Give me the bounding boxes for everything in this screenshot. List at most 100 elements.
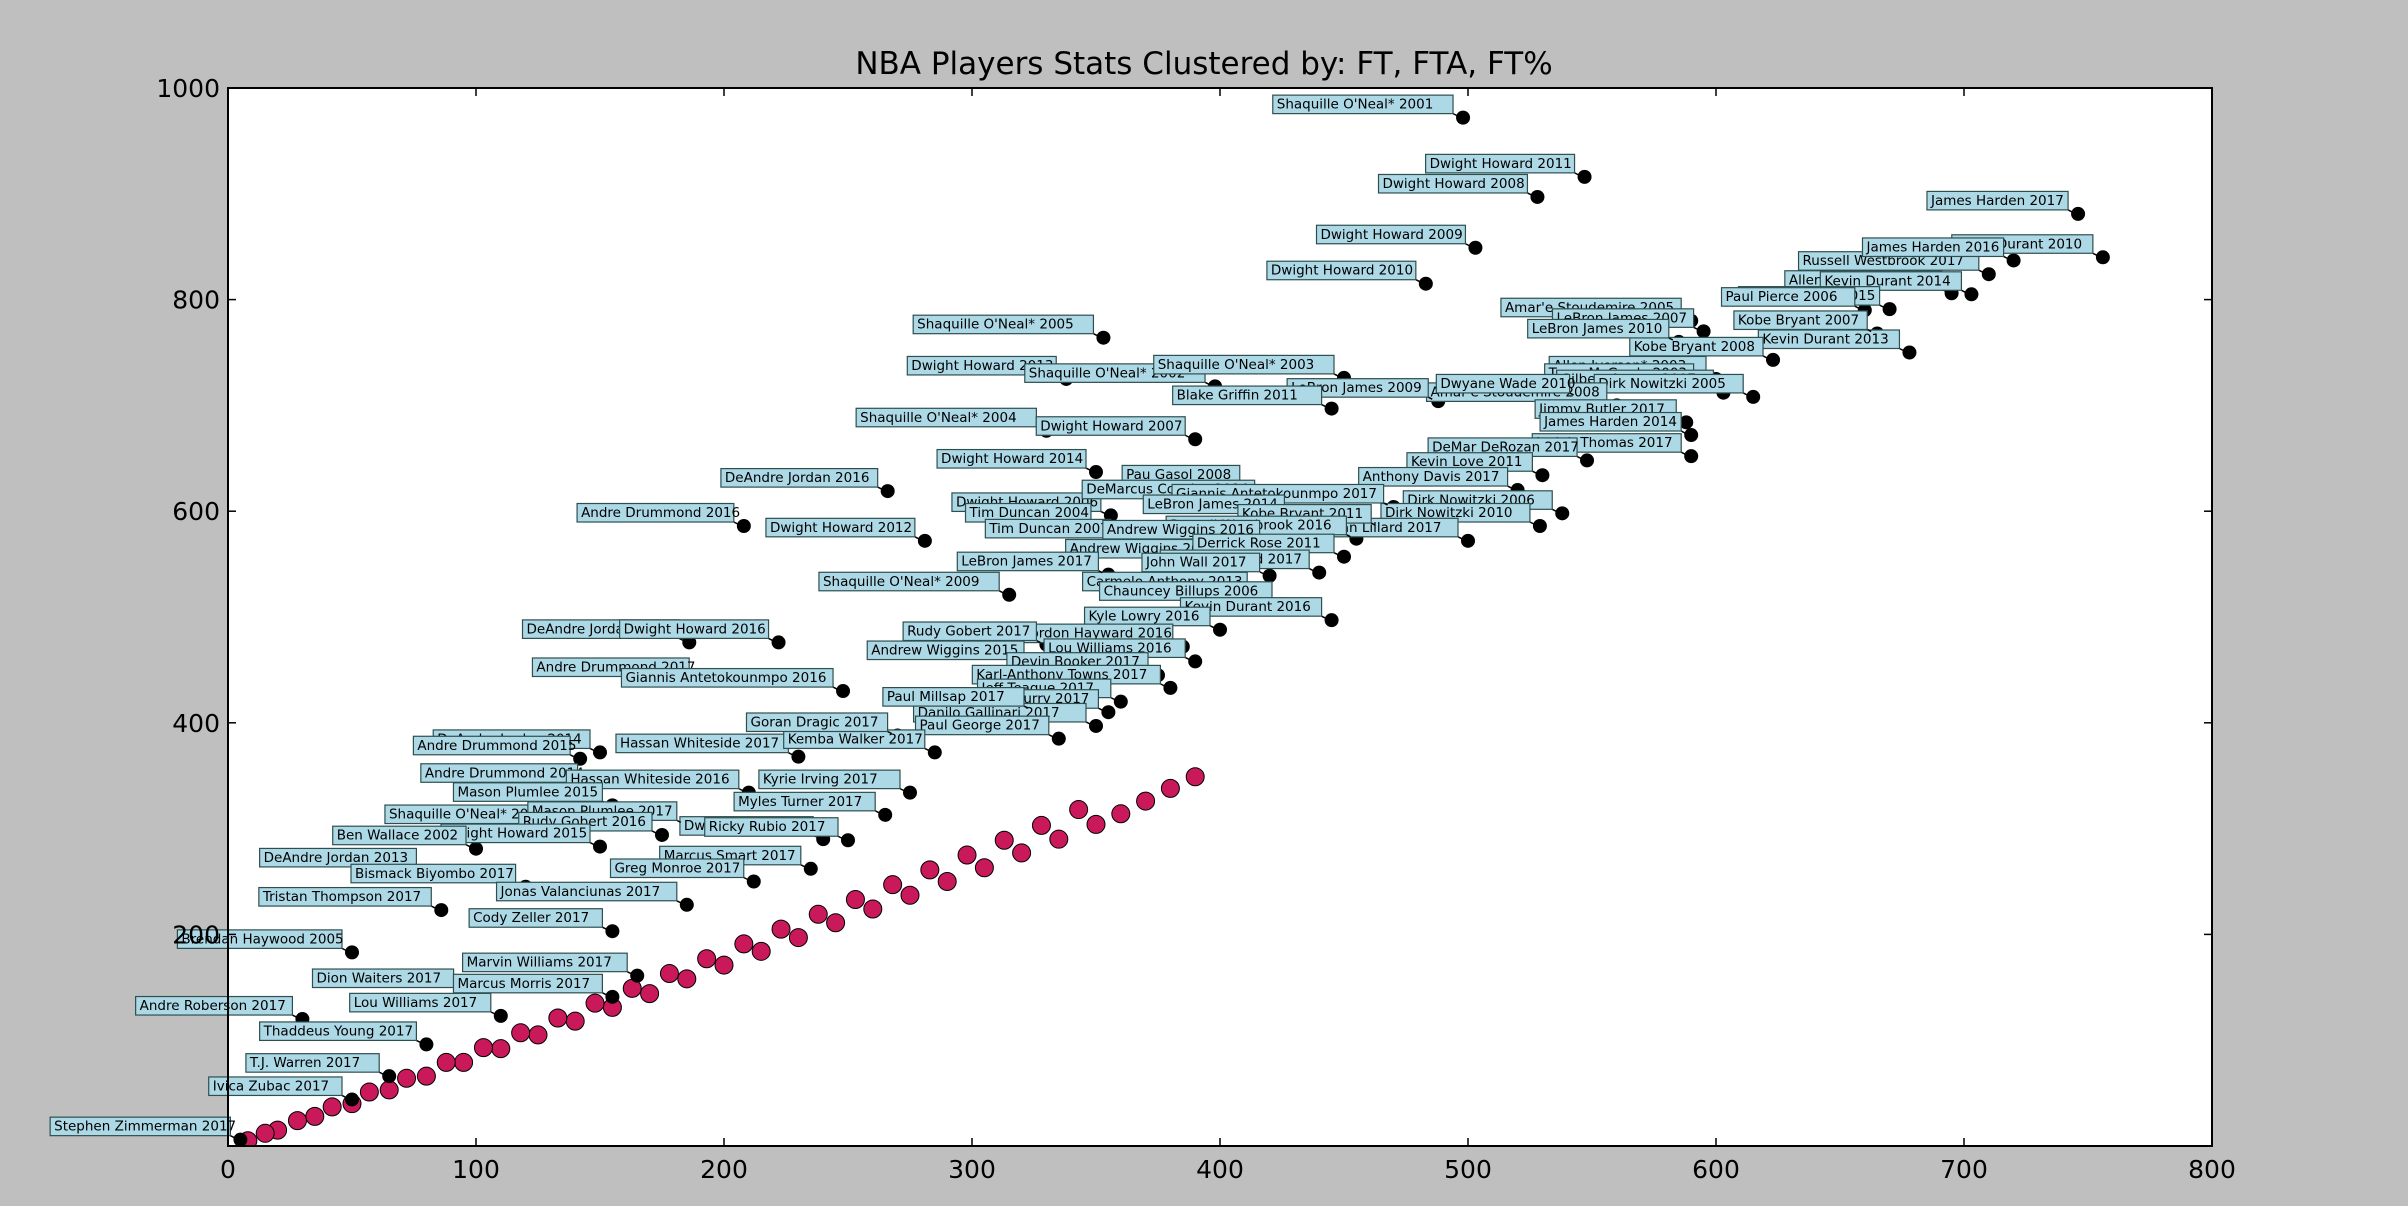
data-point-labeled [841, 833, 855, 848]
data-point-labeled [791, 749, 806, 764]
data-point-cluster-dense [845, 889, 865, 909]
annotation-arrow [1110, 696, 1116, 701]
annotation-label: T.J. Warren 2017 [249, 1055, 360, 1071]
annotation-box [1358, 466, 1509, 487]
annotation-box [609, 858, 745, 879]
annotation-arrow [743, 876, 749, 881]
annotation-label: Kevin Love 2011 [1411, 454, 1523, 470]
data-point-cluster-dense [305, 1106, 325, 1126]
annotation-label: Rudy Gobert 2017 [907, 624, 1030, 640]
data-point-cluster-dense [900, 885, 920, 905]
annotation-label: Dwight Howard 2013 [911, 358, 1053, 374]
annotation-arrow [1879, 304, 1884, 308]
data-point-labeled [1163, 680, 1178, 695]
annotation-arrow [676, 819, 682, 824]
annotation-box [1266, 260, 1417, 281]
annotation-label: Hassan Whiteside 2017 [620, 736, 779, 752]
data-point-labeled [1324, 613, 1339, 628]
annotation-arrow [1259, 571, 1264, 575]
annotation-arrow [626, 970, 632, 975]
data-point-labeled [630, 968, 645, 983]
data-point-labeled [1530, 189, 1545, 204]
annotation-arrow [1576, 455, 1582, 460]
annotation-box [818, 571, 1000, 592]
annotation-arrow [1383, 502, 1388, 506]
annotation-box [704, 817, 839, 837]
annotation-arrow [1532, 470, 1537, 474]
data-point-labeled [1188, 654, 1203, 669]
annotation-arrow [1370, 522, 1376, 526]
annotation-arrow [1507, 485, 1512, 489]
labels-layer: Shaquille O'Neal* 2001 Dwight Howard 2011… [49, 94, 2098, 1139]
annotation-label: Shaquille O'Neal* 2004 [860, 410, 1017, 426]
data-point-cluster-dense [511, 1023, 531, 1043]
annotation-label: DeAndre Jordan 2013 [264, 850, 409, 866]
data-point-labeled [233, 1132, 248, 1146]
annotation-label: Shaquille O'Neal* 2010 [389, 807, 546, 823]
annotation-arrow [1452, 112, 1458, 117]
data-point-labeled [1468, 240, 1483, 255]
annotation-arrow [1346, 534, 1351, 538]
annotation-label: Giannis Antetokounmpo 2016 [625, 670, 826, 686]
annotation-arrow [1680, 451, 1686, 455]
annotation-arrow [569, 754, 575, 758]
data-point-cluster-dense [491, 1039, 511, 1059]
annotation-arrow [490, 1011, 496, 1015]
annotation-arrow [1465, 243, 1470, 247]
annotation-arrow [1204, 381, 1210, 386]
annotation-box [1819, 271, 1963, 291]
data-point-labeled [1964, 287, 1979, 302]
annotation-label: Ivica Zubac 2017 [213, 1078, 329, 1094]
annotation-arrow [430, 905, 436, 909]
annotation-label: Andrew Wiggins 2015 [871, 643, 1018, 659]
x-tick-label: 700 [1940, 1155, 1988, 1184]
annotation-box [495, 881, 678, 902]
data-point-labeled [655, 827, 669, 842]
annotation-box [1377, 173, 1529, 194]
annotation-label: James Harden 2016 [1865, 239, 1999, 255]
data-point-cluster-dense [528, 1025, 548, 1045]
annotation-label: Tim Duncan 2004 [969, 505, 1089, 521]
annotation-label: Dirk Nowitzki 2005 [1598, 376, 1726, 392]
annotation-label: Andre Roberson 2017 [140, 998, 286, 1014]
y-tick-label: 200 [172, 920, 220, 949]
annotation-label: Ben Wallace 2002 [337, 828, 458, 844]
data-point-cluster-dense [397, 1068, 417, 1088]
annotation-arrow [1333, 552, 1339, 556]
data-point-cluster-dense [714, 955, 734, 975]
annotation-box [258, 886, 432, 907]
annotation-label: Dwight Howard 2011 [1430, 156, 1572, 172]
data-point-labeled [1262, 568, 1277, 583]
annotation-label: Cody Zeller 2017 [473, 910, 589, 926]
annotation-label: Dwight Howard 2014 [941, 451, 1083, 467]
x-tick-label: 300 [948, 1155, 996, 1184]
data-point-cluster-dense [548, 1008, 568, 1028]
annotation-label: Chauncey Billups 2006 [1104, 583, 1259, 599]
annotation-label: Marvin Williams 2017 [467, 955, 612, 971]
data-point-cluster-dense [1086, 814, 1106, 834]
annotation-box [1315, 224, 1467, 245]
data-point-labeled [573, 751, 588, 766]
annotation-arrow [2003, 255, 2008, 260]
data-point-labeled [1213, 622, 1227, 637]
annotation-arrow [874, 810, 880, 814]
x-tick-label: 600 [1692, 1155, 1740, 1184]
annotation-box [49, 1116, 231, 1137]
x-tick-label: 400 [1196, 1155, 1244, 1184]
data-point-labeled [1684, 428, 1699, 443]
annotation-label: DeAndre Jordan 2016 [725, 470, 870, 486]
x-tick-label: 500 [1444, 1155, 1492, 1184]
data-point-cluster-dense [1136, 791, 1156, 811]
data-point-cluster-dense [359, 1082, 379, 1102]
annotation-arrow [832, 686, 838, 690]
annotation-label: Tristan Thompson 2017 [262, 889, 421, 905]
data-point-labeled [927, 745, 942, 760]
annotation-arrow [1866, 328, 1872, 333]
chart-title: NBA Players Stats Clustered by: FT, FTA,… [855, 46, 1553, 82]
annotation-arrow [1899, 347, 1904, 352]
annotation-box [1861, 237, 2005, 258]
annotation-arrow [602, 926, 607, 930]
data-point-labeled [746, 874, 761, 889]
data-point-cluster-dense [1160, 778, 1180, 798]
data-point-labeled [1051, 731, 1066, 746]
